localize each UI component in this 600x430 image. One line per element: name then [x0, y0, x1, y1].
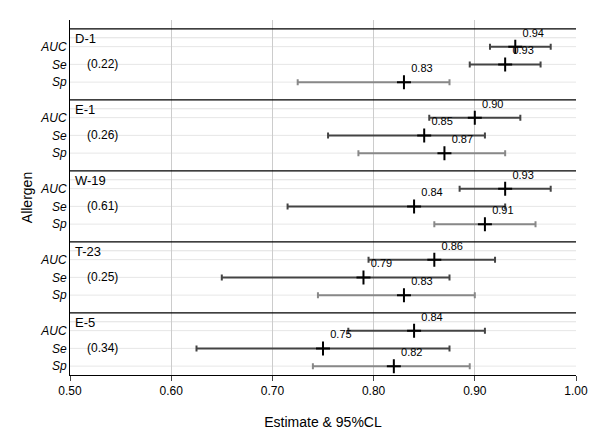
svg-text:Estimate & 95%CL: Estimate & 95%CL: [264, 414, 382, 430]
svg-text:Sp: Sp: [52, 75, 67, 89]
svg-text:D-1: D-1: [75, 31, 96, 46]
svg-text:0.82: 0.82: [401, 346, 422, 358]
svg-text:Sp: Sp: [52, 288, 67, 302]
svg-text:0.85: 0.85: [431, 115, 452, 127]
svg-text:0.84: 0.84: [421, 186, 442, 198]
svg-text:0.50: 0.50: [58, 384, 82, 398]
svg-text:T-23: T-23: [75, 244, 101, 259]
svg-text:(0.22): (0.22): [87, 57, 118, 71]
svg-text:Se: Se: [52, 58, 67, 72]
svg-text:E-1: E-1: [75, 102, 95, 117]
svg-text:Se: Se: [52, 342, 67, 356]
svg-text:Sp: Sp: [52, 146, 67, 160]
svg-text:AUC: AUC: [40, 253, 67, 267]
svg-text:0.84: 0.84: [421, 311, 442, 323]
svg-text:(0.61): (0.61): [87, 199, 118, 213]
svg-text:Sp: Sp: [52, 359, 67, 373]
svg-text:Allergen: Allergen: [19, 172, 35, 223]
svg-text:E-5: E-5: [75, 315, 95, 330]
svg-text:0.60: 0.60: [160, 384, 184, 398]
svg-text:AUC: AUC: [40, 111, 67, 125]
svg-text:0.86: 0.86: [442, 240, 463, 252]
svg-text:0.79: 0.79: [371, 257, 392, 269]
svg-text:0.83: 0.83: [411, 62, 432, 74]
svg-text:0.87: 0.87: [452, 133, 473, 145]
svg-text:Se: Se: [52, 271, 67, 285]
svg-text:0.70: 0.70: [261, 384, 285, 398]
svg-text:(0.25): (0.25): [87, 270, 118, 284]
svg-text:1.00: 1.00: [564, 384, 588, 398]
svg-text:0.91: 0.91: [492, 204, 513, 216]
svg-text:(0.26): (0.26): [87, 128, 118, 142]
svg-text:0.83: 0.83: [411, 275, 432, 287]
svg-text:Se: Se: [52, 129, 67, 143]
svg-text:0.90: 0.90: [463, 384, 487, 398]
svg-text:0.90: 0.90: [482, 98, 503, 110]
svg-text:0.93: 0.93: [512, 44, 533, 56]
svg-text:W-19: W-19: [75, 173, 106, 188]
svg-text:(0.34): (0.34): [87, 341, 118, 355]
svg-text:Sp: Sp: [52, 217, 67, 231]
svg-text:0.80: 0.80: [362, 384, 386, 398]
svg-text:AUC: AUC: [40, 40, 67, 54]
svg-text:Se: Se: [52, 200, 67, 214]
svg-text:0.75: 0.75: [330, 328, 351, 340]
svg-text:0.93: 0.93: [512, 169, 533, 181]
svg-text:AUC: AUC: [40, 324, 67, 338]
svg-text:AUC: AUC: [40, 182, 67, 196]
svg-text:0.94: 0.94: [523, 27, 544, 39]
